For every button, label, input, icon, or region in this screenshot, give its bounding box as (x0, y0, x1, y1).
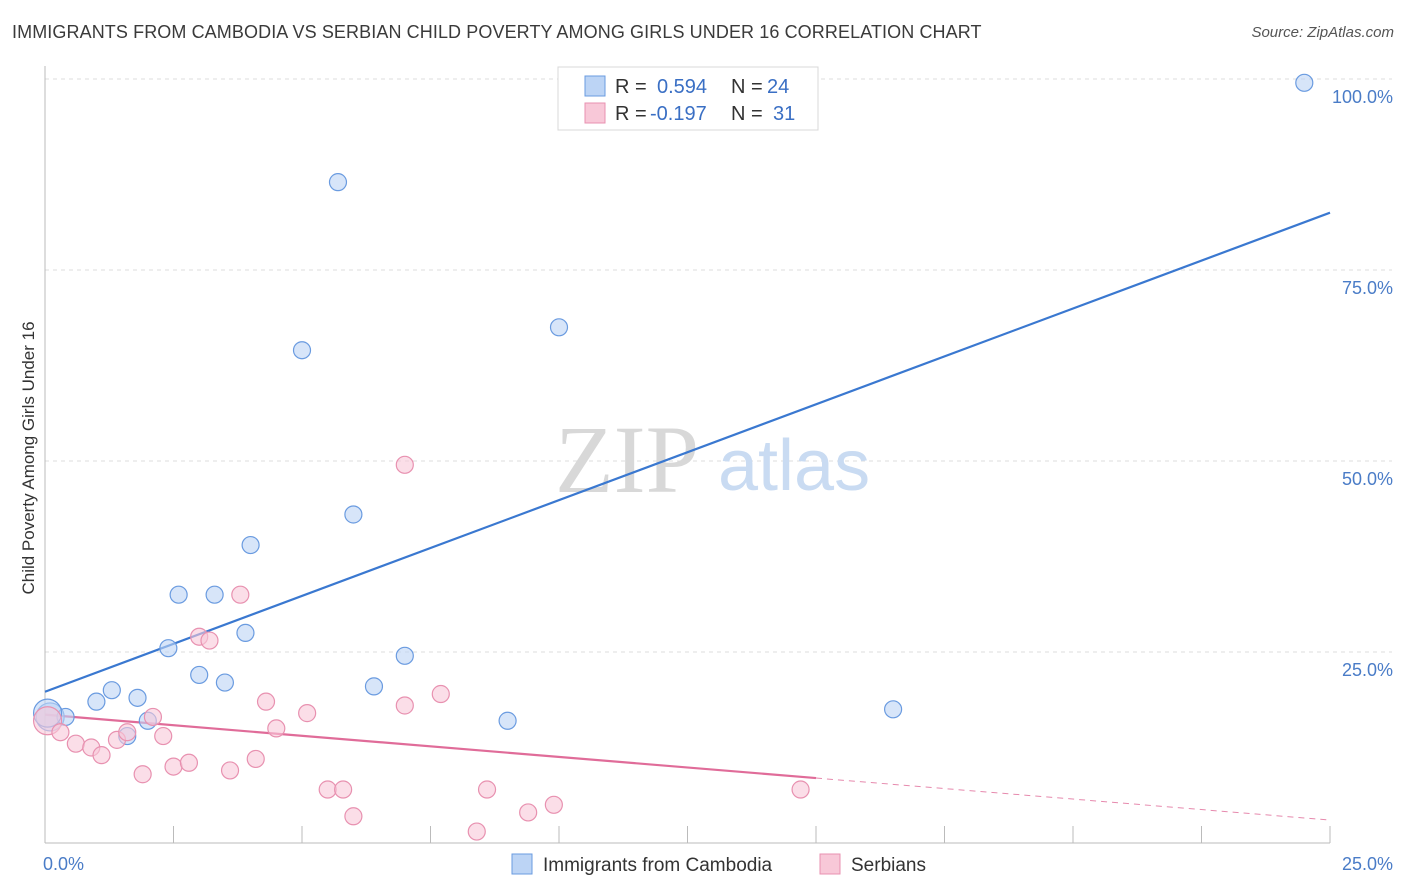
point-1-15 (231, 585, 250, 604)
point-1-22 (344, 807, 363, 826)
y-tick-label-1: 50.0% (1342, 469, 1393, 489)
point-1-1 (51, 723, 70, 742)
point-0-11 (215, 673, 234, 692)
point-1-13 (200, 631, 219, 650)
point-1-11 (179, 753, 199, 772)
point-1-14 (220, 761, 240, 780)
chart-title: IMMIGRANTS FROM CAMBODIA VS SERBIAN CHIL… (12, 22, 982, 42)
legend-n-value-cambodia: 24 (767, 76, 789, 98)
trend-line-1 (44, 713, 817, 780)
point-0-14 (292, 341, 312, 360)
legend-r-label-serbians: R = (615, 103, 647, 125)
trend-line-0 (44, 211, 1331, 693)
x-tick-label-1: 25.0% (1342, 854, 1393, 874)
series-legend: Immigrants from Cambodia Serbians (511, 853, 926, 876)
point-0-7 (159, 639, 178, 658)
legend-swatch-serbians (584, 102, 606, 124)
point-1-10 (164, 757, 183, 776)
point-1-26 (467, 822, 486, 841)
series-legend-swatch-serbians (819, 853, 841, 875)
point-0-5 (128, 688, 147, 707)
point-0-17 (364, 677, 384, 696)
trend-line-extension-1 (815, 777, 1331, 821)
point-0-18 (395, 646, 414, 665)
legend-n-label-serbians: N = (731, 103, 763, 125)
legend-swatch-cambodia (584, 75, 606, 97)
y-tick-label-2: 75.0% (1342, 278, 1393, 298)
gridlines (45, 78, 1392, 653)
point-1-4 (92, 746, 111, 765)
series-legend-label-cambodia: Immigrants from Cambodia (543, 855, 773, 876)
series-legend-swatch-cambodia (511, 853, 533, 875)
legend-r-label-cambodia: R = (615, 76, 647, 98)
point-0-13 (241, 535, 260, 555)
y-axis-label: Child Poverty Among Girls Under 16 (19, 321, 38, 594)
data-points (32, 73, 1314, 841)
point-1-16 (246, 749, 265, 769)
point-1-7 (133, 765, 152, 784)
point-0-20 (549, 318, 569, 337)
stats-legend: R = 0.594 N = 24 R = -0.197 N = 31 (557, 66, 819, 131)
legend-r-value-serbians: -0.197 (650, 103, 707, 125)
point-0-12 (236, 623, 255, 643)
point-1-25 (431, 684, 450, 704)
point-0-3 (102, 681, 121, 700)
point-0-22 (1295, 73, 1314, 92)
point-1-8 (143, 707, 163, 727)
watermark: ZIP atlas (555, 406, 870, 513)
legend-r-value-cambodia: 0.594 (657, 76, 707, 98)
point-0-8 (169, 585, 188, 604)
point-1-18 (267, 719, 286, 738)
tick-labels: 25.0% 50.0% 75.0% 100.0% 0.0% 25.0% (43, 87, 1393, 874)
trend-lines (44, 211, 1331, 821)
point-1-20 (318, 780, 337, 799)
point-1-23 (395, 455, 414, 474)
point-0-16 (344, 505, 363, 524)
x-tick-label-0: 0.0% (43, 854, 84, 874)
legend-n-label-cambodia: N = (731, 76, 763, 98)
point-1-21 (334, 780, 353, 799)
y-tick-label-0: 25.0% (1342, 660, 1393, 680)
point-1-2 (66, 734, 85, 753)
legend-n-value-serbians: 31 (773, 103, 795, 125)
watermark-zip: ZIP (555, 406, 699, 513)
point-1-29 (544, 795, 563, 814)
point-1-17 (256, 692, 276, 711)
point-1-30 (791, 780, 810, 799)
y-tick-label-3: 100.0% (1332, 87, 1393, 107)
point-1-19 (298, 704, 317, 723)
series-legend-label-serbians: Serbians (851, 855, 926, 876)
point-1-9 (154, 726, 173, 746)
point-0-21 (883, 700, 903, 719)
point-0-9 (190, 665, 209, 685)
point-1-24 (395, 696, 414, 715)
point-1-6 (118, 723, 137, 742)
watermark-atlas: atlas (718, 426, 870, 506)
point-0-19 (498, 711, 517, 730)
point-1-28 (519, 803, 538, 822)
point-0-15 (328, 173, 348, 192)
point-1-27 (477, 780, 497, 799)
point-0-2 (87, 692, 106, 711)
chart-source: Source: ZipAtlas.com (1251, 24, 1394, 41)
point-0-10 (205, 585, 224, 604)
